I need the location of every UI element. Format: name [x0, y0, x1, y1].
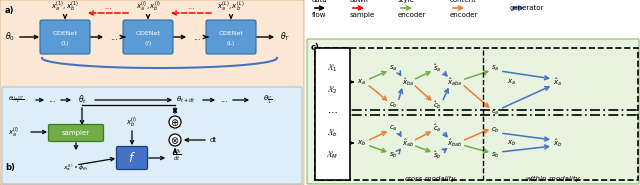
Circle shape: [169, 134, 181, 146]
Text: encoder: encoder: [398, 12, 426, 18]
Text: $s_b$: $s_b$: [491, 150, 499, 160]
Text: $\mathcal{X}_1$: $\mathcal{X}_1$: [327, 62, 337, 74]
Text: $x_a$: $x_a$: [358, 77, 367, 87]
Text: $\frac{d\theta_t}{dt}$: $\frac{d\theta_t}{dt}$: [172, 147, 182, 163]
Text: data: data: [312, 0, 328, 3]
Text: $\hat{s}_a$: $\hat{s}_a$: [433, 62, 441, 74]
Text: $s_a$: $s_a$: [389, 63, 397, 73]
Text: $\mathcal{X}_2$: $\mathcal{X}_2$: [327, 84, 337, 96]
Text: $\hat{x}_a$: $\hat{x}_a$: [554, 76, 563, 88]
Text: $\theta_{t+dt}$: $\theta_{t+dt}$: [176, 95, 196, 105]
Text: $\otimes$: $\otimes$: [170, 134, 180, 145]
Text: $\mathcal{X}_M$: $\mathcal{X}_M$: [326, 149, 338, 161]
Text: $\oplus$: $\oplus$: [170, 117, 180, 127]
Text: $x_b^{(l)}$: $x_b^{(l)}$: [126, 116, 138, 130]
Text: (L): (L): [227, 41, 235, 46]
Text: ODENet: ODENet: [136, 31, 161, 36]
Text: $\hat{x}_{aba}$: $\hat{x}_{aba}$: [447, 76, 463, 88]
Text: down: down: [350, 0, 369, 3]
FancyBboxPatch shape: [123, 20, 173, 54]
FancyBboxPatch shape: [0, 0, 304, 185]
Text: flow: flow: [312, 12, 326, 18]
Text: ...: ...: [193, 33, 201, 41]
Text: $x_b$: $x_b$: [357, 138, 367, 148]
Bar: [315, 48, 350, 180]
Text: $\theta_T$: $\theta_T$: [280, 31, 290, 43]
Text: b): b): [5, 163, 15, 172]
FancyBboxPatch shape: [116, 147, 147, 169]
Text: $\cdots$: $\cdots$: [326, 107, 337, 117]
Text: $x_a^{(l)}\circ\phi_{\theta_t}$: $x_a^{(l)}\circ\phi_{\theta_t}$: [63, 162, 89, 173]
Text: $x_a^{(l)}$: $x_a^{(l)}$: [8, 125, 19, 139]
Text: ...: ...: [48, 95, 56, 105]
Text: $\hat{c}_b$: $\hat{c}_b$: [433, 99, 442, 111]
Text: encoder: encoder: [450, 12, 478, 18]
Text: cross-modality: cross-modality: [404, 176, 456, 182]
Text: $\theta_{\frac{lT}{L}}$: $\theta_{\frac{lT}{L}}$: [263, 94, 273, 106]
FancyBboxPatch shape: [206, 20, 256, 54]
Text: dt: dt: [210, 137, 217, 143]
Text: c): c): [311, 43, 320, 52]
FancyBboxPatch shape: [307, 39, 639, 184]
Text: a): a): [5, 6, 15, 15]
Text: ODENet: ODENet: [219, 31, 243, 36]
Text: $c_b$: $c_b$: [388, 100, 397, 110]
Text: $x_b$: $x_b$: [508, 138, 516, 148]
Text: ODENet: ODENet: [52, 31, 77, 36]
Text: style: style: [398, 0, 415, 3]
Text: $x_a^{(l)},x_b^{(l)}$: $x_a^{(l)},x_b^{(l)}$: [136, 0, 161, 14]
Text: $\mathcal{X}_b$: $\mathcal{X}_b$: [327, 127, 337, 139]
Text: sampler: sampler: [62, 130, 90, 136]
Text: sample: sample: [350, 12, 375, 18]
FancyBboxPatch shape: [49, 125, 104, 142]
FancyBboxPatch shape: [2, 87, 302, 184]
Text: ...: ...: [220, 95, 228, 105]
Text: $\hat{x}_b$: $\hat{x}_b$: [554, 137, 563, 149]
Text: $c_a$: $c_a$: [388, 123, 397, 133]
Text: $\theta_t$: $\theta_t$: [77, 94, 86, 106]
Text: ...: ...: [187, 2, 195, 11]
Text: $\hat{x}_{bab}$: $\hat{x}_{bab}$: [447, 137, 463, 149]
Text: $x_a$: $x_a$: [508, 77, 516, 87]
Text: $\theta_0$: $\theta_0$: [5, 31, 15, 43]
Text: $f$: $f$: [128, 151, 136, 165]
Text: $\hat{x}_{ba}$: $\hat{x}_{ba}$: [402, 76, 414, 88]
Text: $c_b$: $c_b$: [491, 125, 499, 135]
Text: $\hat{s}_b$: $\hat{s}_b$: [433, 149, 442, 161]
Text: $\theta_{\frac{(l-1)T}{L}}$: $\theta_{\frac{(l-1)T}{L}}$: [8, 94, 25, 106]
Text: $\hat{c}_a$: $\hat{c}_a$: [433, 122, 442, 134]
Text: $\hat{x}_{ab}$: $\hat{x}_{ab}$: [402, 137, 414, 149]
Text: $(l)$: $(l)$: [144, 39, 152, 48]
Text: ...: ...: [110, 33, 118, 41]
Text: $x_a^{(L)},x_b^{(L)}$: $x_a^{(L)},x_b^{(L)}$: [217, 0, 244, 14]
Text: $x_a^{(1)},x_b^{(1)}$: $x_a^{(1)},x_b^{(1)}$: [51, 0, 79, 14]
Text: $c_a$: $c_a$: [491, 107, 499, 117]
Text: within-modality: within-modality: [525, 176, 580, 182]
Text: generator: generator: [510, 5, 545, 11]
Text: $s_a$: $s_a$: [491, 63, 499, 73]
Text: content: content: [450, 0, 477, 3]
Text: ...: ...: [104, 2, 112, 11]
FancyBboxPatch shape: [40, 20, 90, 54]
Text: (1): (1): [61, 41, 69, 46]
Circle shape: [169, 116, 181, 128]
Text: $s_b$: $s_b$: [388, 150, 397, 160]
